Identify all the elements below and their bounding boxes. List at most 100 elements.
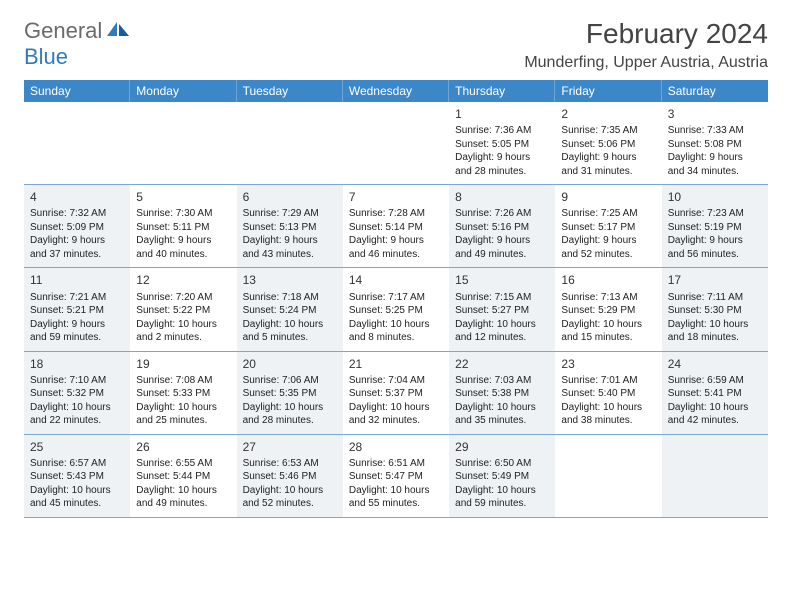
day-cell: 4Sunrise: 7:32 AMSunset: 5:09 PMDaylight… [24,185,130,267]
day-number: 10 [668,189,762,205]
day-number: 7 [349,189,443,205]
day-sunrise: Sunrise: 7:20 AM [136,291,230,305]
day-sunrise: Sunrise: 6:59 AM [668,374,762,388]
week-row: 4Sunrise: 7:32 AMSunset: 5:09 PMDaylight… [24,185,768,268]
day-sunset: Sunset: 5:08 PM [668,138,762,152]
day-daylight1: Daylight: 9 hours [668,234,762,248]
day-sunset: Sunset: 5:40 PM [561,387,655,401]
day-number: 16 [561,272,655,288]
day-daylight1: Daylight: 10 hours [349,484,443,498]
day-sunrise: Sunrise: 7:10 AM [30,374,124,388]
day-number: 4 [30,189,124,205]
day-daylight2: and 34 minutes. [668,165,762,179]
day-sunset: Sunset: 5:49 PM [455,470,549,484]
day-daylight2: and 5 minutes. [243,331,337,345]
day-sunrise: Sunrise: 7:18 AM [243,291,337,305]
day-cell: 11Sunrise: 7:21 AMSunset: 5:21 PMDayligh… [24,268,130,350]
day-daylight1: Daylight: 10 hours [243,484,337,498]
day-daylight1: Daylight: 9 hours [455,151,549,165]
day-daylight2: and 8 minutes. [349,331,443,345]
day-sunrise: Sunrise: 7:36 AM [455,124,549,138]
day-daylight2: and 49 minutes. [136,497,230,511]
day-number: 13 [243,272,337,288]
day-cell [237,102,343,184]
day-number: 26 [136,439,230,455]
day-sunset: Sunset: 5:14 PM [349,221,443,235]
day-number: 23 [561,356,655,372]
day-sunset: Sunset: 5:16 PM [455,221,549,235]
day-daylight1: Daylight: 10 hours [561,401,655,415]
day-sunrise: Sunrise: 7:03 AM [455,374,549,388]
day-number: 2 [561,106,655,122]
day-daylight2: and 31 minutes. [561,165,655,179]
day-daylight1: Daylight: 9 hours [30,318,124,332]
day-sunset: Sunset: 5:30 PM [668,304,762,318]
header: General Blue February 2024 Munderfing, U… [24,18,768,72]
day-daylight1: Daylight: 9 hours [561,234,655,248]
day-cell: 23 Sunrise: 7:01 AMSunset: 5:40 PMDayligh… [555,352,661,434]
day-sunset: Sunset: 5:24 PM [243,304,337,318]
day-sunrise: Sunrise: 7:32 AM [30,207,124,221]
day-sunset: Sunset: 5:19 PM [668,221,762,235]
day-daylight1: Daylight: 10 hours [668,318,762,332]
day-daylight1: Daylight: 10 hours [455,401,549,415]
day-sunrise: Sunrise: 7:21 AM [30,291,124,305]
day-daylight2: and 18 minutes. [668,331,762,345]
day-sunrise: Sunrise: 7:29 AM [243,207,337,221]
day-daylight1: Daylight: 9 hours [455,234,549,248]
day-cell: 16Sunrise: 7:13 AMSunset: 5:29 PMDayligh… [555,268,661,350]
day-daylight2: and 15 minutes. [561,331,655,345]
day-daylight1: Daylight: 10 hours [243,401,337,415]
logo-text-block: General Blue [24,18,131,70]
day-header-sunday: Sunday [24,80,130,102]
day-cell: 25Sunrise: 6:57 AMSunset: 5:43 PMDayligh… [24,435,130,517]
day-sunrise: Sunrise: 7:23 AM [668,207,762,221]
day-sunset: Sunset: 5:25 PM [349,304,443,318]
logo: General Blue [24,18,131,70]
day-number: 24 [668,356,762,372]
day-daylight2: and 43 minutes. [243,248,337,262]
day-headers-row: Sunday Monday Tuesday Wednesday Thursday… [24,80,768,102]
day-cell: 17Sunrise: 7:11 AMSunset: 5:30 PMDayligh… [662,268,768,350]
day-number: 15 [455,272,549,288]
day-sunrise: Sunrise: 7:06 AM [243,374,337,388]
day-sunrise: Sunrise: 7:15 AM [455,291,549,305]
day-cell: 28Sunrise: 6:51 AMSunset: 5:47 PMDayligh… [343,435,449,517]
day-number: 8 [455,189,549,205]
day-sunset: Sunset: 5:29 PM [561,304,655,318]
day-number: 3 [668,106,762,122]
day-cell: 7Sunrise: 7:28 AMSunset: 5:14 PMDaylight… [343,185,449,267]
day-daylight1: Daylight: 10 hours [243,318,337,332]
day-sunset: Sunset: 5:41 PM [668,387,762,401]
day-sunset: Sunset: 5:33 PM [136,387,230,401]
day-sunset: Sunset: 5:22 PM [136,304,230,318]
day-number: 27 [243,439,337,455]
day-number: 11 [30,272,124,288]
day-cell: 21Sunrise: 7:04 AMSunset: 5:37 PMDayligh… [343,352,449,434]
day-daylight2: and 28 minutes. [455,165,549,179]
day-cell: 19Sunrise: 7:08 AMSunset: 5:33 PMDayligh… [130,352,236,434]
day-cell: 5Sunrise: 7:30 AMSunset: 5:11 PMDaylight… [130,185,236,267]
day-number: 6 [243,189,337,205]
day-sunrise: Sunrise: 7:01 AM [561,374,655,388]
day-number: 5 [136,189,230,205]
day-cell [343,102,449,184]
weeks-container: 1Sunrise: 7:36 AMSunset: 5:05 PMDaylight… [24,102,768,518]
day-daylight1: Daylight: 10 hours [30,484,124,498]
day-daylight2: and 52 minutes. [561,248,655,262]
day-daylight1: Daylight: 10 hours [136,318,230,332]
day-sunrise: Sunrise: 6:53 AM [243,457,337,471]
week-row: 1Sunrise: 7:36 AMSunset: 5:05 PMDaylight… [24,102,768,185]
day-number: 9 [561,189,655,205]
day-number: 12 [136,272,230,288]
day-daylight1: Daylight: 10 hours [455,484,549,498]
day-cell: 3Sunrise: 7:33 AMSunset: 5:08 PMDaylight… [662,102,768,184]
day-sunrise: Sunrise: 7:08 AM [136,374,230,388]
day-sunset: Sunset: 5:43 PM [30,470,124,484]
day-daylight1: Daylight: 9 hours [243,234,337,248]
day-sunset: Sunset: 5:32 PM [30,387,124,401]
day-daylight2: and 55 minutes. [349,497,443,511]
day-cell: 14Sunrise: 7:17 AMSunset: 5:25 PMDayligh… [343,268,449,350]
day-daylight2: and 42 minutes. [668,414,762,428]
day-cell: 9Sunrise: 7:25 AMSunset: 5:17 PMDaylight… [555,185,661,267]
